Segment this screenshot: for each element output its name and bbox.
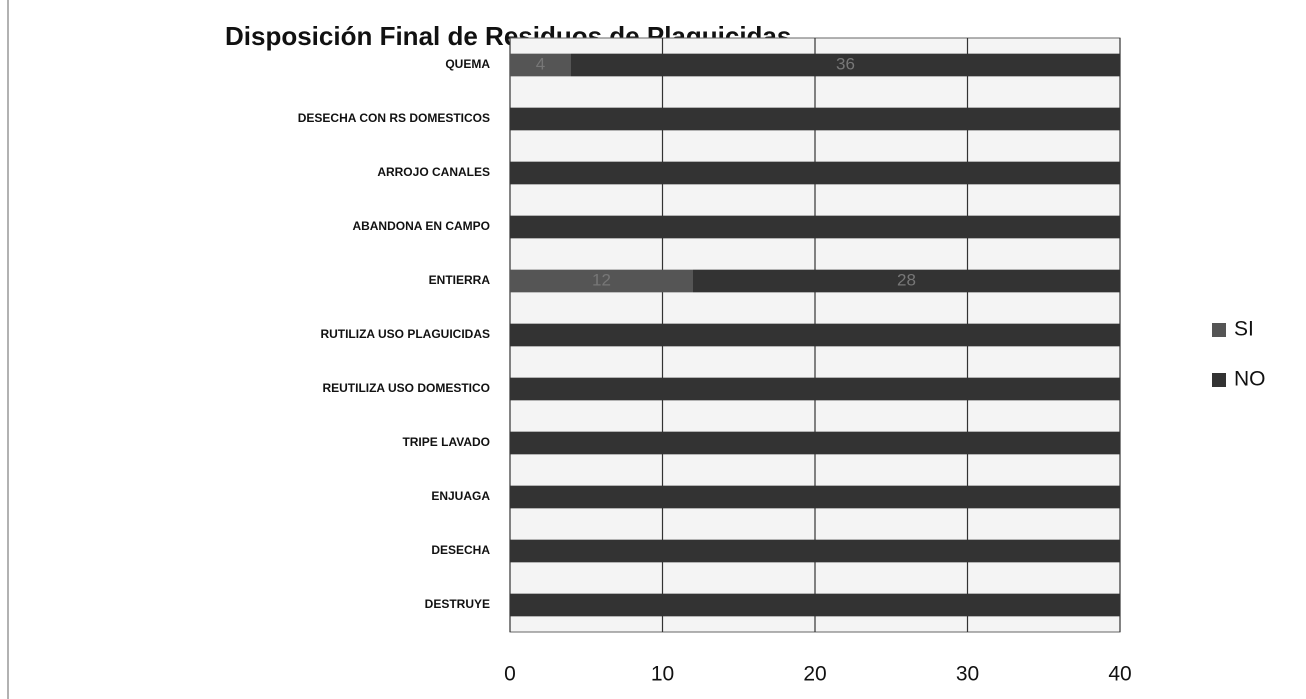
- legend-swatch: [1212, 323, 1226, 337]
- y-tick-label: DESTRUYE: [425, 597, 490, 611]
- y-tick-label: ENTIERRA: [429, 273, 491, 287]
- y-tick-label: ARROJO CANALES: [377, 165, 490, 179]
- y-tick-label: DESECHA: [431, 543, 490, 557]
- data-label: 36: [836, 54, 855, 73]
- x-tick-label: 40: [1108, 663, 1131, 686]
- data-label: 4: [536, 54, 545, 73]
- bar-segment: [510, 539, 1120, 563]
- x-tick-label: 0: [504, 663, 516, 686]
- x-tick-label: 10: [651, 663, 674, 686]
- bar-segment: [510, 485, 1120, 509]
- y-tick-label: REUTILIZA USO DOMESTICO: [322, 381, 490, 395]
- legend-label: NO: [1234, 368, 1266, 391]
- y-tick-label: QUEMA: [445, 57, 490, 71]
- y-tick-label: ENJUAGA: [431, 489, 490, 503]
- data-label: 28: [897, 270, 916, 289]
- data-label: 12: [592, 270, 611, 289]
- y-tick-label: TRIPE LAVADO: [402, 435, 490, 449]
- bar-segment: [510, 377, 1120, 401]
- bar-segment: [693, 269, 1120, 293]
- legend-swatch: [1212, 373, 1226, 387]
- bar-segment: [510, 323, 1120, 347]
- x-tick-label: 20: [803, 663, 826, 686]
- bar-segment: [510, 593, 1120, 617]
- bar-segment: [510, 215, 1120, 239]
- bar-segment: [571, 53, 1120, 77]
- y-tick-label: DESECHA CON RS DOMESTICOS: [298, 111, 490, 125]
- bar-segment: [510, 431, 1120, 455]
- x-tick-label: 30: [956, 663, 979, 686]
- legend-label: SI: [1234, 318, 1254, 341]
- bar-segment: [510, 269, 693, 293]
- bar-segment: [510, 161, 1120, 185]
- bar-segment: [510, 53, 571, 77]
- bar-segment: [510, 107, 1120, 131]
- y-tick-label: RUTILIZA USO PLAGUICIDAS: [320, 327, 490, 341]
- y-tick-label: ABANDONA EN CAMPO: [352, 219, 490, 233]
